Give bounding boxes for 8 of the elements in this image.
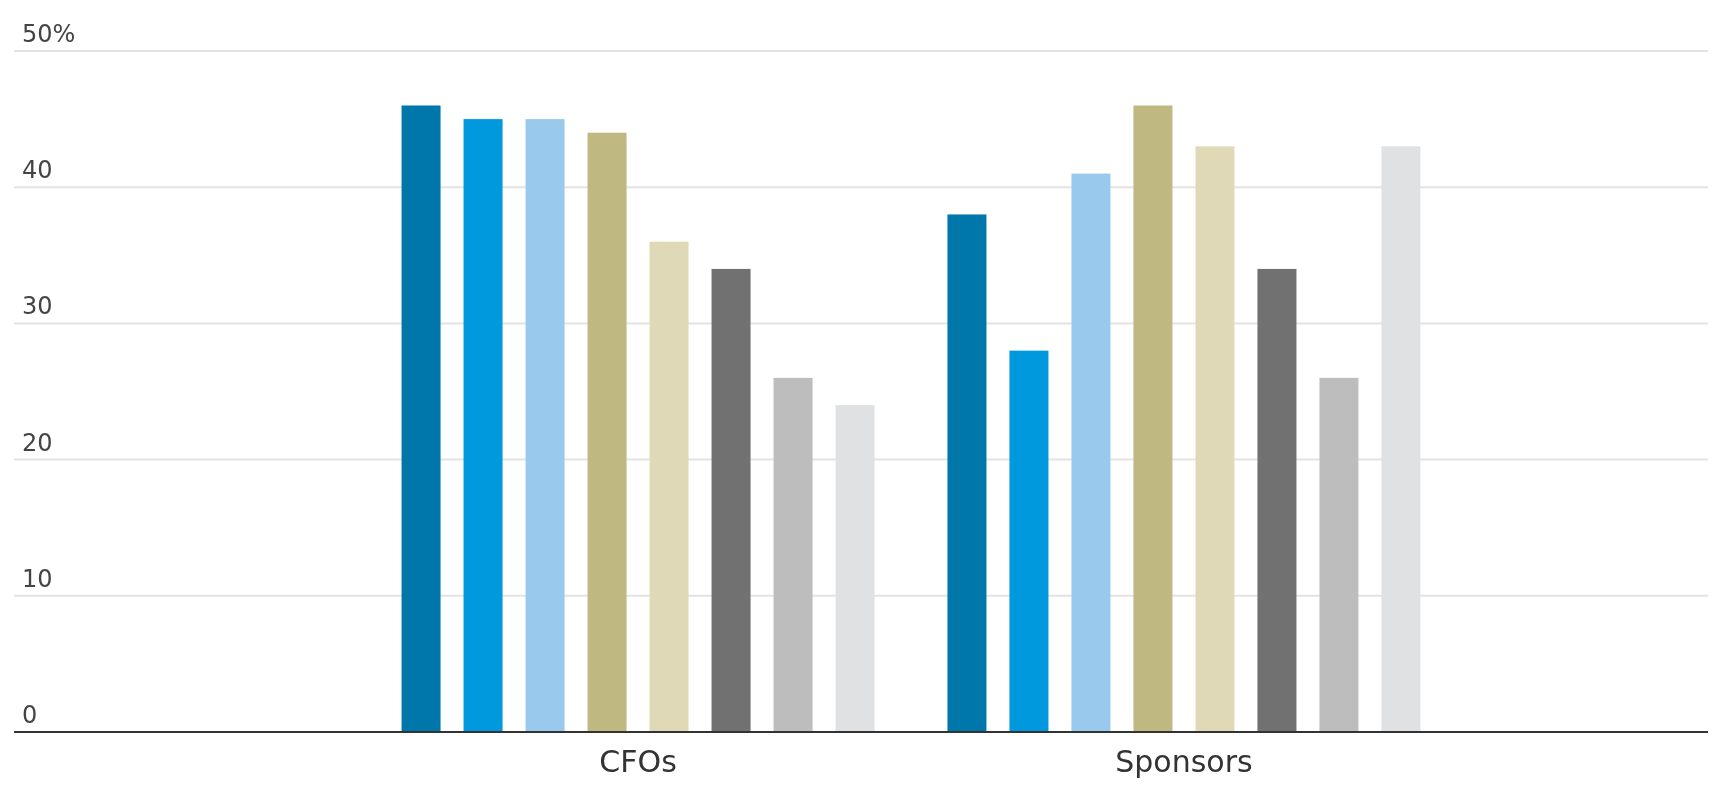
x-tick-label: Sponsors bbox=[1115, 744, 1253, 779]
y-tick-label: 30 bbox=[22, 292, 53, 321]
y-tick-label: 50% bbox=[22, 20, 76, 48]
y-tick-label: 40 bbox=[22, 156, 53, 185]
y-tick-label: 10 bbox=[22, 564, 53, 593]
y-tick-label: 0 bbox=[22, 701, 38, 729]
x-tick-label: CFOs bbox=[599, 744, 677, 779]
y-tick-label: 20 bbox=[22, 428, 53, 457]
